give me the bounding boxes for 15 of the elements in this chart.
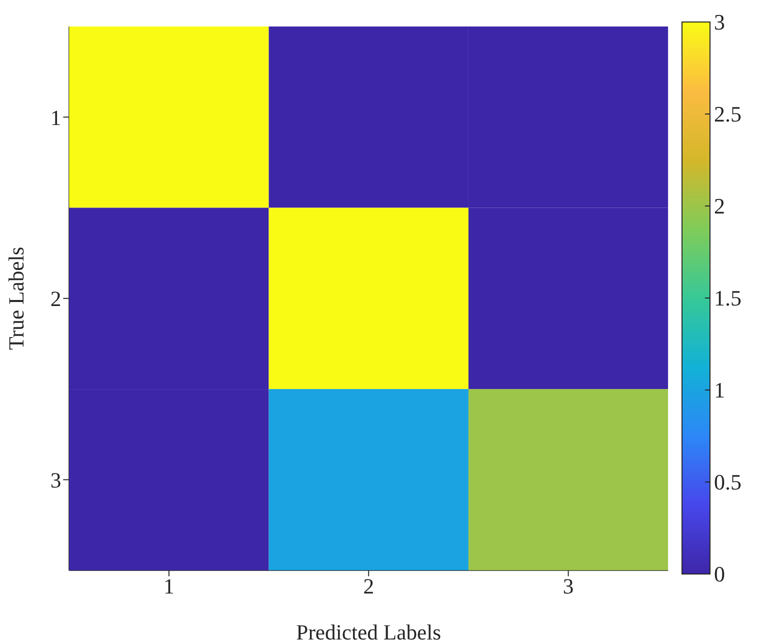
color-bar-label: 2 — [714, 194, 725, 218]
color-bar-label: 1 — [714, 378, 725, 402]
y-tick-label: 1 — [50, 106, 62, 130]
color-bar-label: 0 — [714, 562, 725, 586]
y-axis-title: True Labels — [4, 246, 29, 350]
color-bar-label: 2.5 — [714, 102, 742, 126]
x-tick-label: 1 — [164, 574, 174, 599]
y-tick-label: 2 — [50, 287, 62, 312]
color-bar-label: 3 — [714, 10, 725, 34]
color-bar-label: 1.5 — [714, 286, 742, 310]
x-tick-label: 2 — [363, 574, 374, 599]
color-bar-label: 0.5 — [714, 470, 742, 494]
x-tick-label: 3 — [562, 574, 574, 599]
x-axis-title: Predicted Labels — [296, 620, 442, 644]
y-tick-label: 3 — [50, 468, 62, 492]
